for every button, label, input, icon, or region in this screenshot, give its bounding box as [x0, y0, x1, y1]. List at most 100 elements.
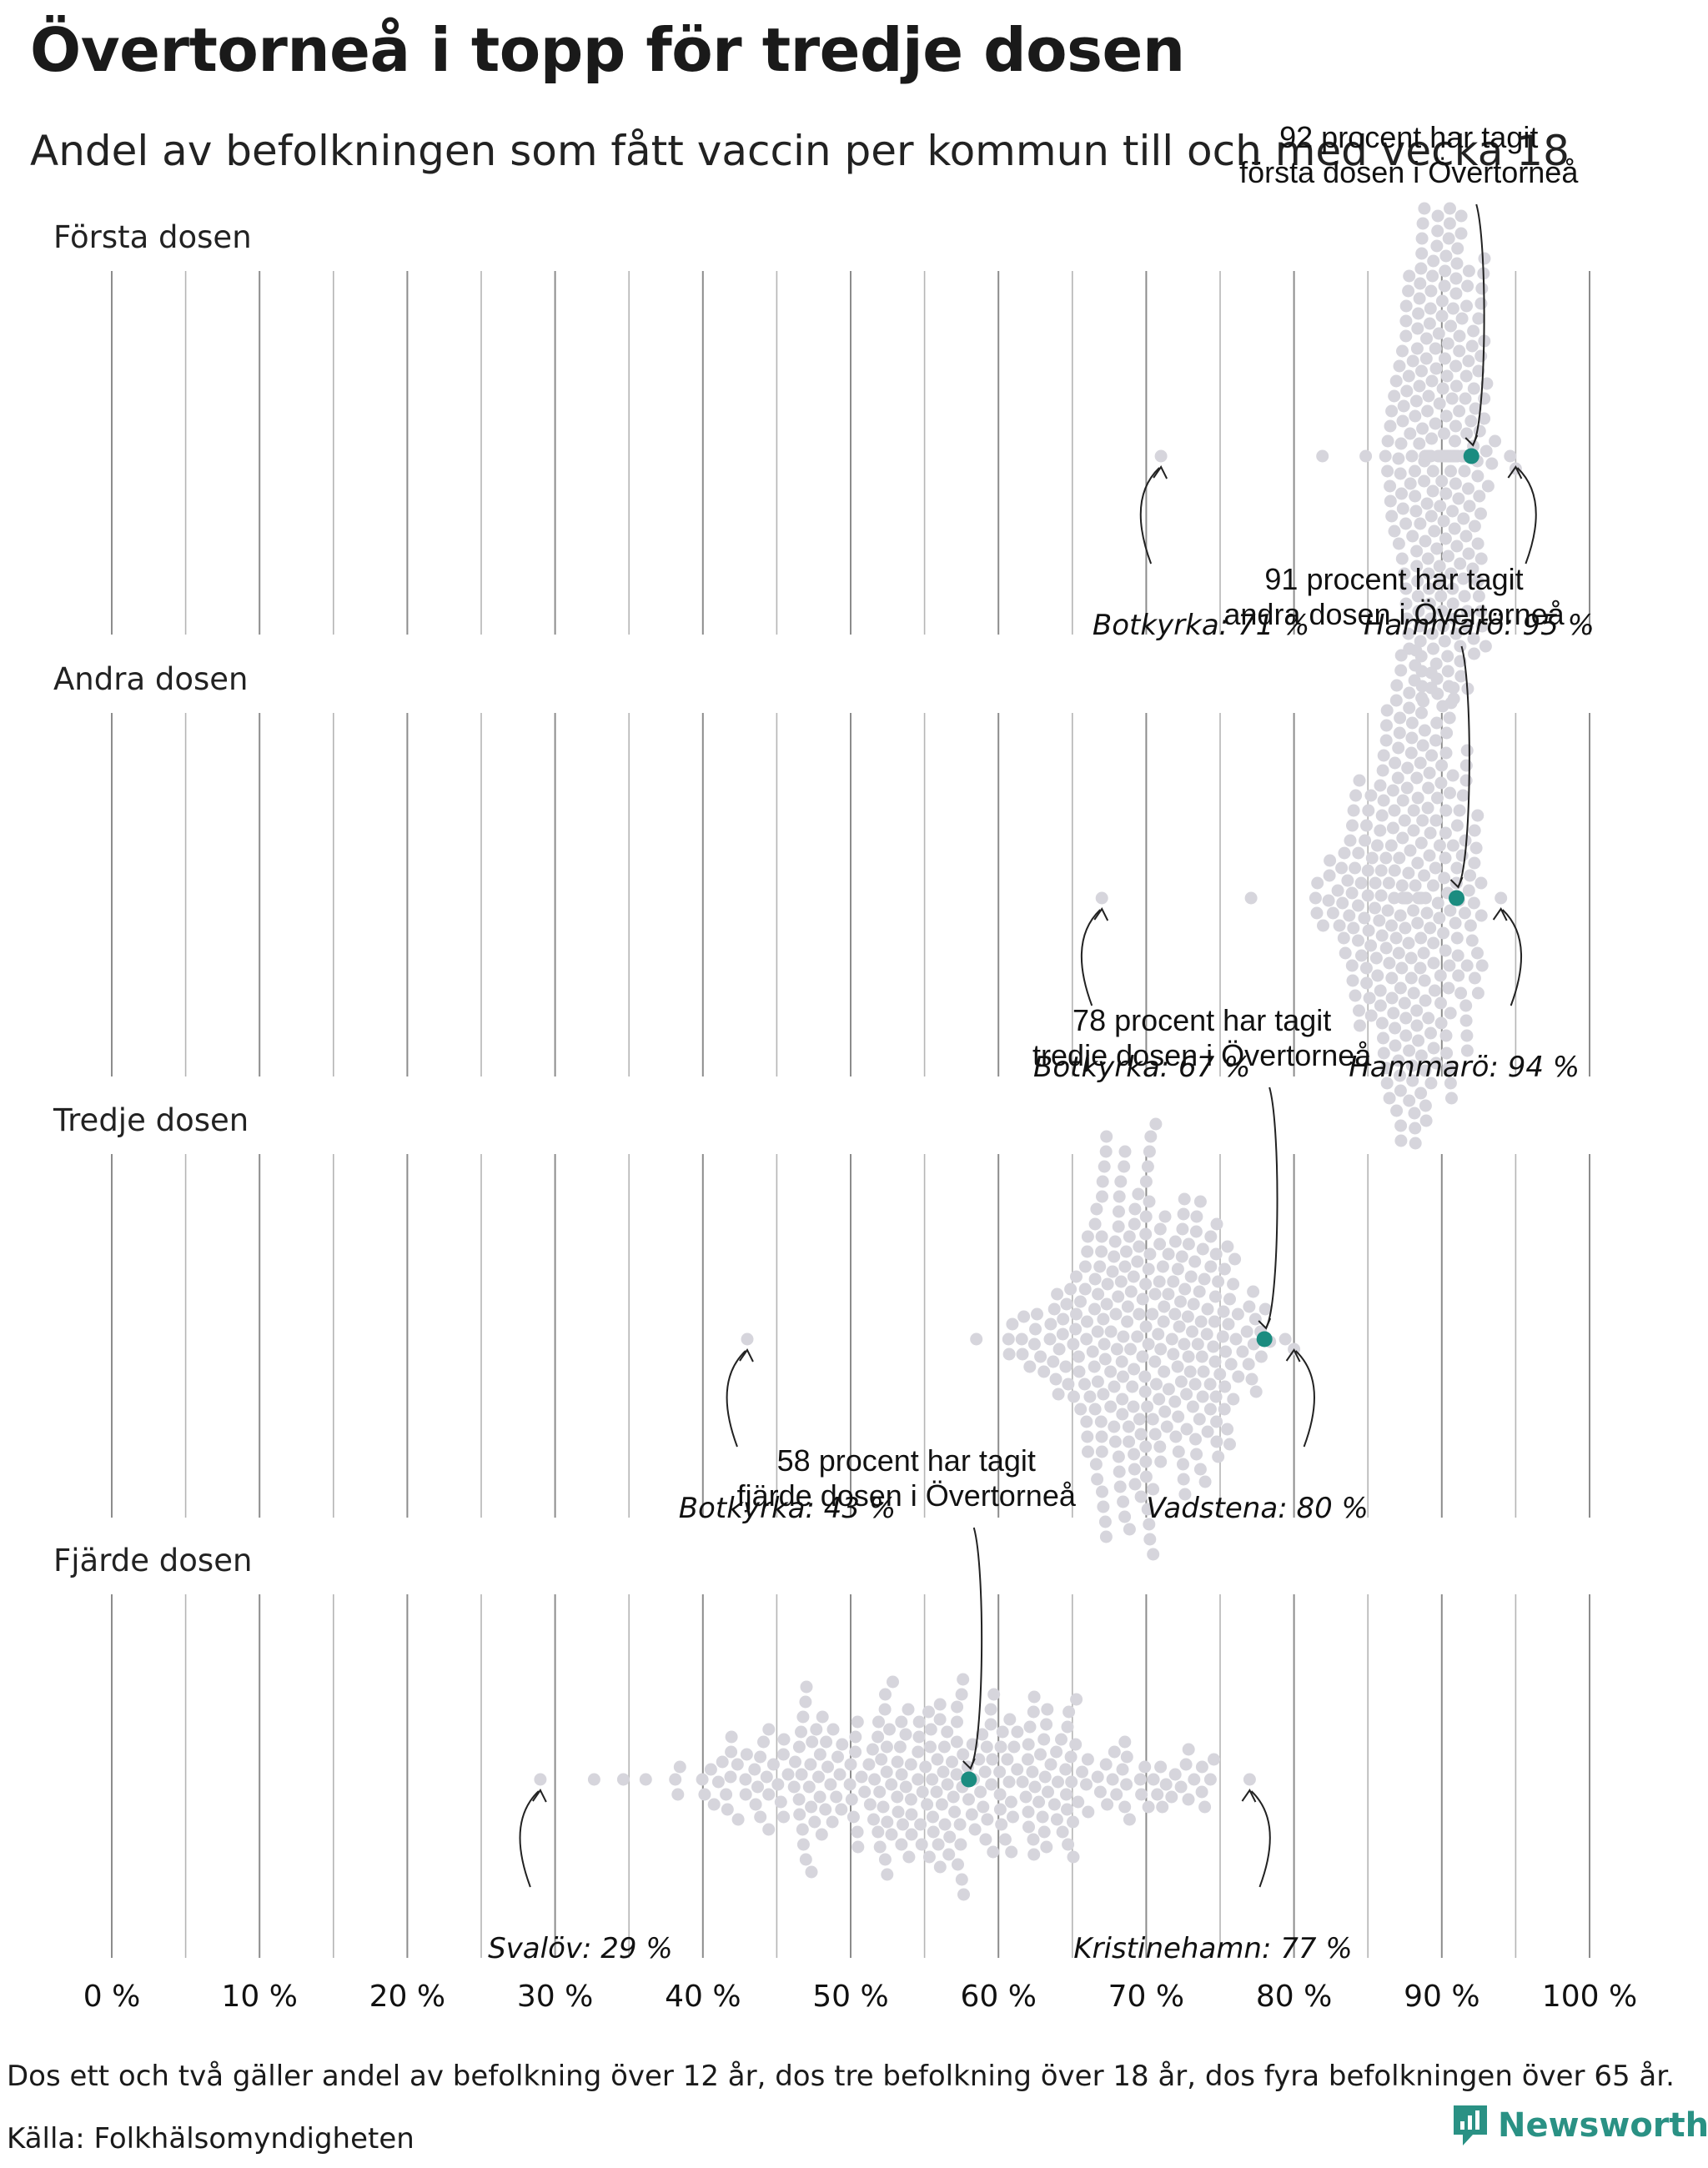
municipality-dot [1409, 504, 1423, 518]
municipality-dot [1434, 590, 1448, 603]
municipality-dot [873, 1840, 887, 1854]
municipality-dot [1096, 1485, 1108, 1498]
municipality-dot [914, 1818, 927, 1831]
municipality-dot [1337, 931, 1350, 945]
municipality-dot [1101, 1798, 1114, 1811]
municipality-dot [1153, 1237, 1167, 1251]
municipality-dot [1450, 861, 1464, 875]
municipality-dot [1143, 1533, 1157, 1546]
municipality-dot [1384, 494, 1397, 508]
municipality-dot [1395, 487, 1408, 500]
municipality-dot [1095, 1245, 1108, 1258]
municipality-dot [1088, 1217, 1102, 1231]
municipality-dot [912, 1745, 925, 1759]
municipality-dot [1374, 779, 1387, 792]
municipality-dot [1109, 1307, 1123, 1321]
municipality-dot [1416, 217, 1429, 230]
municipality-dot [1158, 1365, 1171, 1378]
municipality-dot [1464, 869, 1477, 882]
annotation-arrowhead [1285, 1348, 1301, 1363]
municipality-dot [1398, 814, 1411, 827]
municipality-dot [812, 1770, 825, 1784]
municipality-dot [1158, 1300, 1171, 1313]
municipality-dot [1460, 744, 1474, 757]
municipality-dot [1427, 254, 1440, 268]
municipality-dot [1258, 1302, 1272, 1316]
municipality-dot [1188, 1255, 1202, 1268]
municipality-dot [1426, 464, 1439, 478]
municipality-dot [1453, 329, 1466, 343]
municipality-dot [843, 1778, 857, 1791]
municipality-dot [1148, 1287, 1162, 1301]
municipality-dot [1114, 1175, 1128, 1188]
municipality-dot [1113, 1480, 1127, 1493]
municipality-dot [810, 1723, 823, 1736]
municipality-dot [1352, 846, 1365, 860]
municipality-dot [868, 1773, 882, 1786]
municipality-dot [970, 1332, 983, 1346]
municipality-dot [1017, 1310, 1031, 1323]
municipality-dot [1471, 809, 1484, 822]
municipality-dot [1442, 981, 1455, 995]
municipality-dot [1464, 919, 1477, 932]
municipality-dot [1141, 1160, 1154, 1173]
municipality-dot [1188, 1773, 1201, 1786]
municipality-dot [1147, 1548, 1160, 1561]
municipality-dot [1044, 1758, 1057, 1771]
municipality-dot [1471, 946, 1484, 960]
municipality-dot [1464, 414, 1478, 428]
municipality-dot [1459, 529, 1473, 543]
municipality-dot [984, 1703, 997, 1716]
municipality-dot [1439, 851, 1452, 865]
municipality-dot [1248, 1312, 1262, 1326]
highlight-arrowhead [962, 1758, 976, 1770]
municipality-dot [796, 1710, 810, 1724]
municipality-dot [1032, 1795, 1046, 1809]
municipality-dot [1388, 804, 1401, 817]
municipality-dot [895, 1838, 908, 1851]
municipality-dot [1407, 904, 1420, 917]
municipality-dot [1388, 524, 1401, 538]
municipality-dot [751, 1780, 764, 1794]
municipality-dot [904, 1793, 917, 1806]
annotation-arrow [1501, 909, 1522, 1006]
municipality-dot [932, 1838, 945, 1851]
municipality-dot [1396, 414, 1409, 428]
municipality-dot [1108, 1250, 1121, 1263]
municipality-dot [1143, 1145, 1156, 1158]
annotation-arrowhead [1093, 907, 1109, 921]
municipality-dot [1403, 686, 1416, 700]
municipality-dot [795, 1768, 808, 1781]
municipality-dot [1431, 791, 1444, 805]
municipality-dot [1384, 839, 1398, 852]
municipality-dot [962, 1793, 975, 1806]
municipality-dot [1208, 1315, 1221, 1328]
municipality-dot [1394, 1134, 1408, 1147]
municipality-dot [1120, 1750, 1133, 1764]
municipality-dot [1212, 1275, 1225, 1288]
municipality-dot [1311, 876, 1324, 890]
municipality-dot [1081, 1315, 1093, 1328]
municipality-dot [1459, 834, 1472, 847]
municipality-dot [1142, 1262, 1155, 1276]
municipality-dot [1203, 1378, 1217, 1391]
municipality-dot [877, 1800, 890, 1814]
municipality-dot [1455, 312, 1469, 325]
municipality-dot [1324, 854, 1337, 867]
municipality-dot [1059, 1763, 1073, 1776]
municipality-dot [1098, 1160, 1111, 1173]
municipality-dot [1050, 1745, 1063, 1759]
municipality-dot [1096, 1190, 1108, 1203]
highlight-arrowhead [1449, 876, 1464, 889]
highlight-dot [1256, 1331, 1273, 1347]
municipality-dot [986, 1753, 999, 1766]
municipality-dot [953, 1818, 967, 1831]
municipality-dot [1062, 1838, 1075, 1851]
municipality-dot [1029, 1322, 1042, 1336]
municipality-dot [1425, 627, 1439, 640]
municipality-dot [1182, 1793, 1195, 1806]
municipality-dot [1005, 1845, 1018, 1859]
municipality-dot [1168, 1395, 1182, 1408]
municipality-dot [1429, 1056, 1443, 1070]
municipality-dot [1007, 1740, 1021, 1754]
